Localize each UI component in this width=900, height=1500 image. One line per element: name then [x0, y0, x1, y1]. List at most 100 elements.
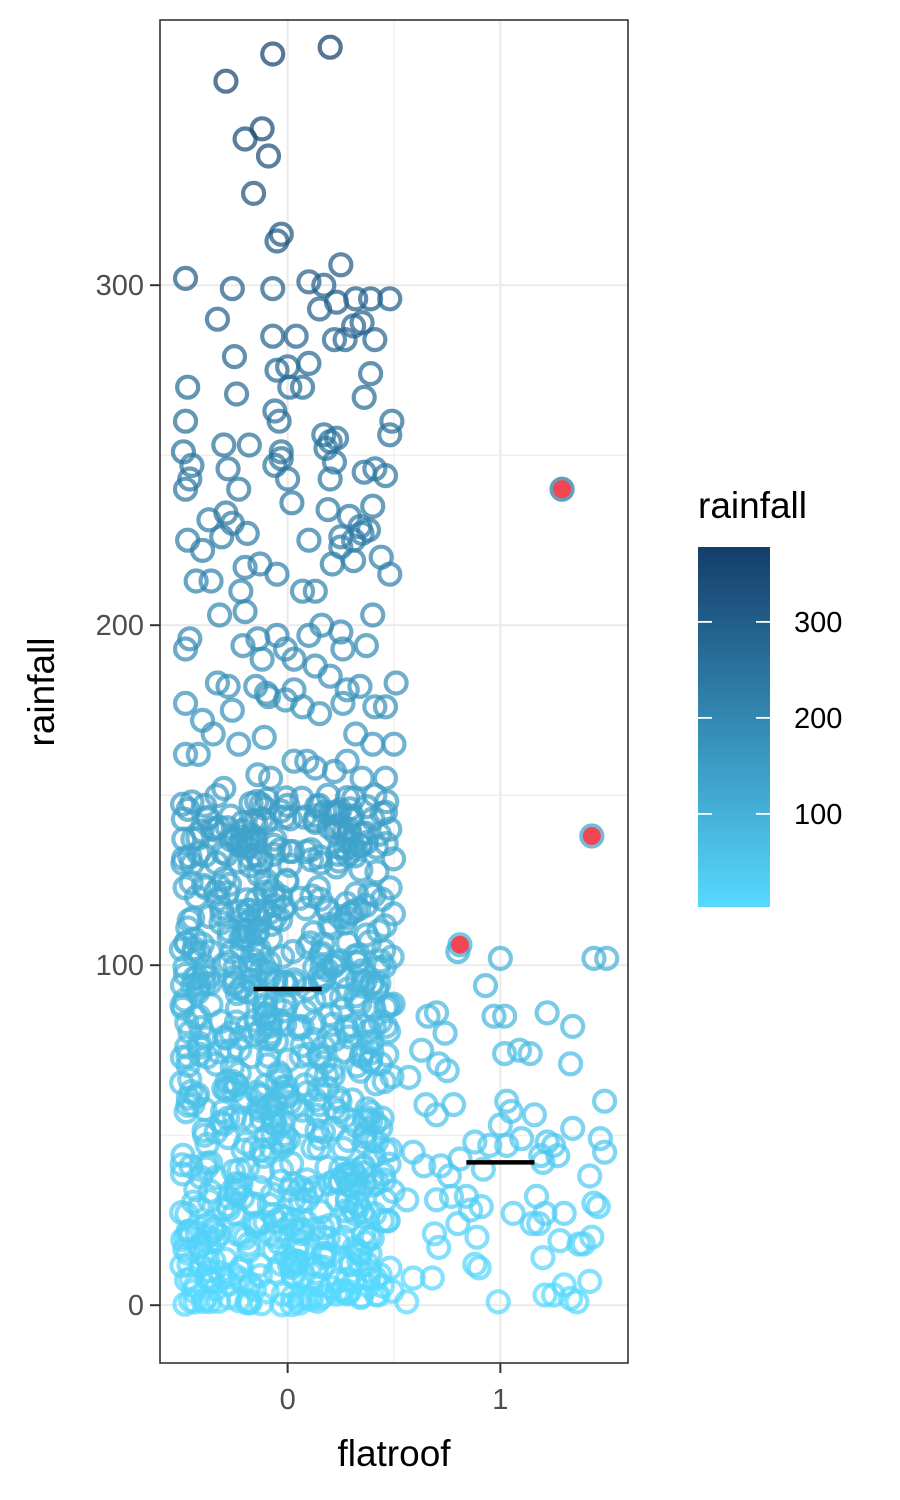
data-point — [321, 449, 348, 475]
data-point — [464, 1224, 490, 1250]
data-point — [317, 663, 343, 689]
data-point — [297, 930, 323, 956]
data-point — [327, 903, 353, 930]
data-point — [409, 1037, 435, 1063]
data-point — [299, 1286, 325, 1312]
data-point — [288, 1175, 314, 1201]
data-point — [213, 68, 239, 94]
data-point — [259, 1181, 285, 1207]
data-point — [251, 1143, 277, 1169]
data-point — [310, 1034, 337, 1060]
data-point — [178, 869, 204, 896]
data-point — [260, 41, 286, 67]
data-point — [190, 1241, 216, 1267]
data-point — [206, 814, 232, 840]
data-point — [330, 1224, 357, 1250]
data-point — [175, 374, 201, 400]
data-point — [177, 626, 203, 652]
data-point — [249, 646, 275, 672]
data-point — [353, 632, 379, 659]
legend-tick-label: 100 — [794, 799, 842, 831]
data-point — [211, 1024, 237, 1050]
data-point — [323, 799, 350, 825]
data-point — [192, 1097, 218, 1123]
data-point — [175, 1240, 201, 1266]
data-point — [281, 748, 307, 774]
data-point — [215, 456, 241, 482]
median-lines — [253, 986, 535, 1165]
data-point — [423, 1187, 450, 1213]
data-point — [564, 1289, 590, 1315]
data-point — [492, 1040, 518, 1067]
data-point — [221, 970, 248, 996]
data-point — [306, 700, 333, 727]
data-point — [358, 361, 384, 387]
data-points — [168, 34, 620, 1318]
data-point — [329, 984, 355, 1010]
legend-tick-label: 300 — [794, 607, 842, 639]
data-point — [271, 1129, 298, 1155]
data-point — [581, 1190, 607, 1216]
data-point — [221, 1077, 247, 1103]
data-point — [262, 1259, 289, 1285]
data-point — [235, 1287, 261, 1314]
data-point — [237, 853, 263, 879]
data-point — [220, 1158, 246, 1184]
data-point — [172, 741, 199, 768]
data-point — [296, 269, 322, 295]
data-point — [260, 323, 286, 349]
data-point — [179, 452, 205, 478]
data-point — [337, 900, 364, 926]
data-point — [228, 1222, 255, 1248]
data-point — [577, 1268, 603, 1295]
data-point — [379, 408, 405, 434]
data-point — [334, 677, 360, 703]
data-point — [360, 493, 386, 519]
data-point — [194, 1264, 220, 1290]
data-point — [311, 422, 337, 448]
data-point — [281, 646, 307, 672]
data-point — [328, 1155, 354, 1182]
data-point — [373, 995, 399, 1021]
legend-tick-label: 200 — [794, 703, 842, 735]
x-tick-label: 0 — [280, 1384, 296, 1416]
data-point — [361, 882, 387, 908]
data-point — [369, 1273, 395, 1299]
highlighted-point — [450, 935, 469, 954]
data-point — [494, 1132, 520, 1159]
data-point — [485, 1289, 511, 1315]
data-point — [185, 979, 211, 1006]
data-point — [183, 568, 209, 594]
data-point — [275, 792, 301, 819]
data-point — [302, 809, 328, 836]
y-tick-label: 0 — [128, 1290, 144, 1322]
data-point — [264, 561, 290, 587]
data-point — [293, 838, 319, 865]
data-point — [254, 1026, 281, 1052]
data-point — [364, 859, 390, 885]
data-point — [343, 286, 369, 312]
data-point — [226, 476, 252, 502]
data-point — [289, 1097, 316, 1123]
data-point — [219, 697, 245, 723]
data-point — [521, 1102, 548, 1128]
legend-ticks: 100 200 300 — [698, 607, 842, 831]
data-point — [470, 1156, 496, 1182]
data-point — [289, 374, 316, 400]
data-point — [194, 1131, 220, 1158]
data-point — [362, 782, 388, 808]
data-point — [172, 690, 199, 717]
data-point — [329, 996, 355, 1023]
data-point — [296, 527, 322, 553]
data-point — [302, 578, 328, 604]
data-point — [421, 1221, 448, 1247]
data-point — [234, 520, 260, 547]
data-point — [211, 775, 237, 802]
data-point — [211, 432, 237, 458]
y-tick-label: 300 — [96, 270, 144, 302]
data-point — [279, 490, 305, 516]
data-point — [241, 180, 267, 206]
data-point — [215, 673, 241, 700]
data-point — [177, 844, 203, 870]
